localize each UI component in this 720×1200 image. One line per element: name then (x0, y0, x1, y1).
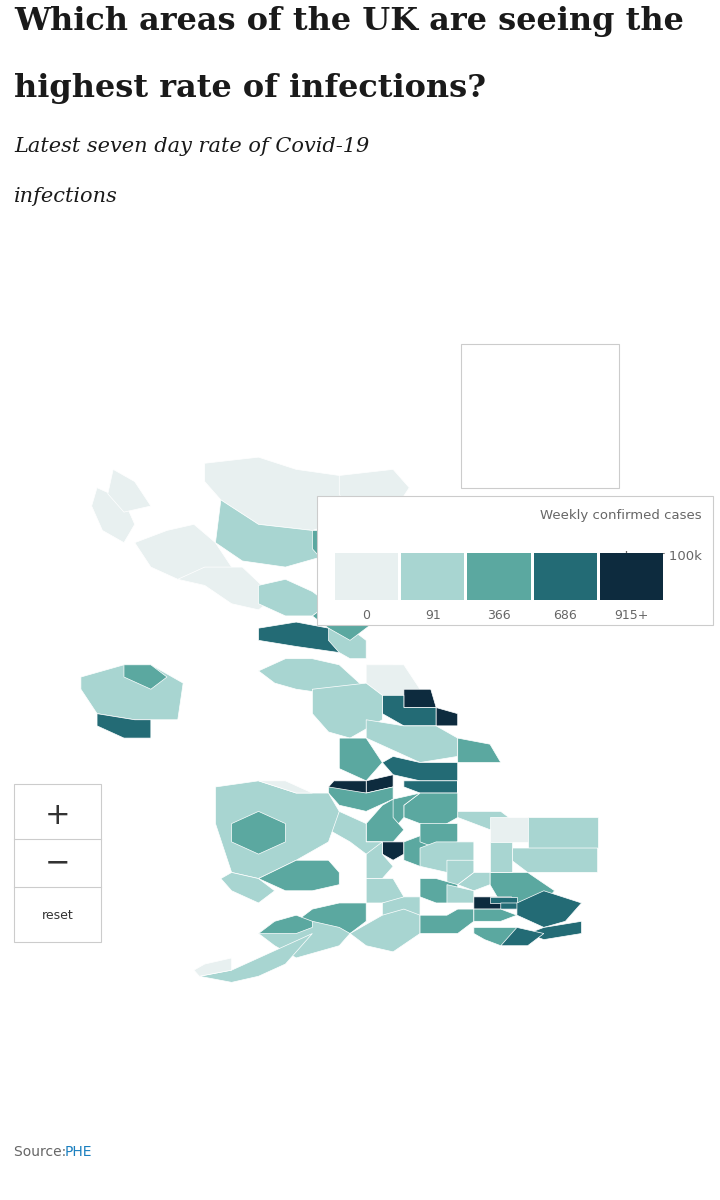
Bar (461, 344, 619, 488)
Polygon shape (404, 689, 436, 708)
Polygon shape (458, 781, 517, 829)
Polygon shape (135, 524, 232, 586)
Text: −: − (45, 848, 71, 877)
Polygon shape (501, 928, 544, 946)
Polygon shape (258, 922, 350, 958)
Polygon shape (194, 958, 232, 977)
Polygon shape (447, 884, 474, 902)
Text: Latest seven day rate of Covid-19: Latest seven day rate of Covid-19 (14, 137, 369, 156)
Polygon shape (312, 598, 382, 641)
Polygon shape (517, 890, 582, 928)
Polygon shape (366, 720, 458, 762)
Bar (600, 553, 663, 600)
Polygon shape (490, 842, 511, 872)
Polygon shape (328, 787, 393, 811)
Text: 0: 0 (362, 608, 371, 622)
Polygon shape (199, 934, 312, 983)
Bar (467, 553, 531, 600)
Bar (534, 553, 597, 600)
Polygon shape (124, 665, 167, 689)
Polygon shape (490, 842, 511, 872)
Polygon shape (258, 781, 312, 793)
Polygon shape (436, 708, 458, 726)
Text: infections: infections (14, 187, 118, 206)
Polygon shape (382, 793, 420, 829)
Polygon shape (312, 683, 382, 738)
Polygon shape (404, 793, 458, 829)
Polygon shape (258, 860, 339, 890)
Polygon shape (366, 878, 404, 902)
Polygon shape (501, 902, 528, 910)
Text: PHE: PHE (64, 1145, 91, 1158)
Polygon shape (458, 738, 501, 762)
Polygon shape (474, 896, 517, 910)
Bar (335, 553, 398, 600)
Polygon shape (490, 872, 554, 902)
Polygon shape (528, 817, 598, 848)
Polygon shape (204, 457, 366, 530)
Polygon shape (221, 872, 274, 902)
Polygon shape (339, 469, 409, 518)
Polygon shape (420, 823, 458, 848)
Polygon shape (350, 910, 420, 952)
Polygon shape (108, 469, 151, 512)
Text: 686: 686 (554, 608, 577, 622)
FancyBboxPatch shape (317, 496, 713, 625)
Polygon shape (339, 738, 382, 781)
Polygon shape (447, 860, 474, 884)
Polygon shape (490, 896, 517, 902)
Polygon shape (382, 842, 404, 860)
Polygon shape (328, 811, 382, 854)
Polygon shape (382, 695, 436, 726)
Text: highest rate of infections?: highest rate of infections? (14, 73, 487, 104)
Polygon shape (328, 628, 366, 659)
Text: 91: 91 (425, 608, 441, 622)
Polygon shape (511, 848, 598, 872)
Polygon shape (366, 799, 404, 842)
Polygon shape (178, 568, 274, 610)
Text: Which areas of the UK are seeing the: Which areas of the UK are seeing the (14, 6, 684, 37)
Polygon shape (382, 896, 420, 928)
Polygon shape (404, 781, 458, 793)
Polygon shape (215, 781, 339, 878)
Polygon shape (97, 714, 151, 738)
Polygon shape (258, 659, 366, 695)
Polygon shape (420, 910, 474, 934)
Polygon shape (382, 756, 458, 781)
Polygon shape (420, 878, 458, 902)
Polygon shape (258, 580, 328, 616)
Polygon shape (366, 665, 420, 702)
Polygon shape (420, 842, 474, 872)
Polygon shape (366, 775, 393, 793)
Text: Source:: Source: (14, 1145, 71, 1158)
Polygon shape (258, 916, 312, 934)
Polygon shape (474, 928, 528, 946)
Text: rate per 100k: rate per 100k (611, 550, 702, 563)
Bar (401, 553, 464, 600)
Text: reset: reset (42, 908, 73, 922)
Polygon shape (258, 622, 350, 653)
Text: 366: 366 (487, 608, 510, 622)
Polygon shape (296, 902, 366, 934)
Text: 915+: 915+ (614, 608, 649, 622)
Polygon shape (312, 530, 393, 580)
Polygon shape (91, 487, 135, 542)
Polygon shape (81, 665, 183, 720)
Polygon shape (366, 842, 393, 878)
Polygon shape (474, 910, 517, 922)
Polygon shape (528, 922, 582, 940)
Polygon shape (366, 665, 404, 702)
Polygon shape (232, 811, 285, 854)
Polygon shape (328, 781, 366, 793)
Text: Weekly confirmed cases: Weekly confirmed cases (541, 509, 702, 522)
Polygon shape (215, 500, 328, 568)
Polygon shape (458, 872, 490, 890)
FancyBboxPatch shape (14, 784, 101, 942)
Polygon shape (490, 817, 598, 842)
Text: +: + (45, 800, 71, 829)
Polygon shape (404, 835, 436, 866)
